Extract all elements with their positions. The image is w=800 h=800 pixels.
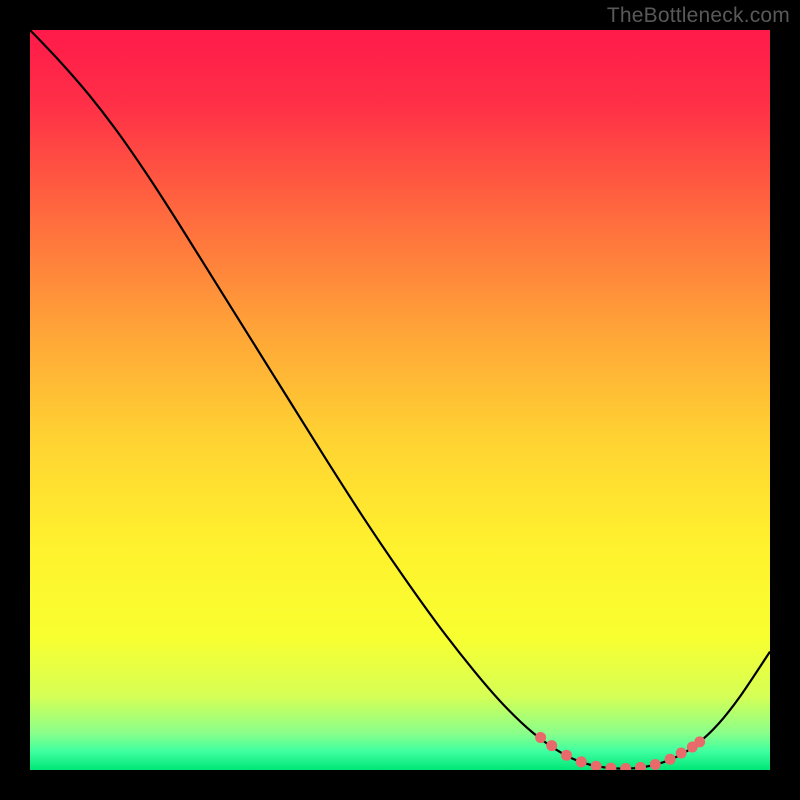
highlight-marker: [535, 732, 546, 743]
highlight-marker: [605, 763, 616, 774]
highlight-marker: [635, 762, 646, 773]
bottleneck-chart: [0, 0, 800, 800]
highlight-marker: [650, 759, 661, 770]
highlight-marker: [694, 736, 705, 747]
gradient-background: [30, 30, 770, 770]
highlight-marker: [620, 763, 631, 774]
highlight-marker: [576, 756, 587, 767]
highlight-marker: [665, 754, 676, 765]
highlight-marker: [546, 740, 557, 751]
watermark-text: TheBottleneck.com: [607, 4, 790, 28]
highlight-marker: [561, 750, 572, 761]
highlight-marker: [591, 761, 602, 772]
highlight-marker: [676, 747, 687, 758]
